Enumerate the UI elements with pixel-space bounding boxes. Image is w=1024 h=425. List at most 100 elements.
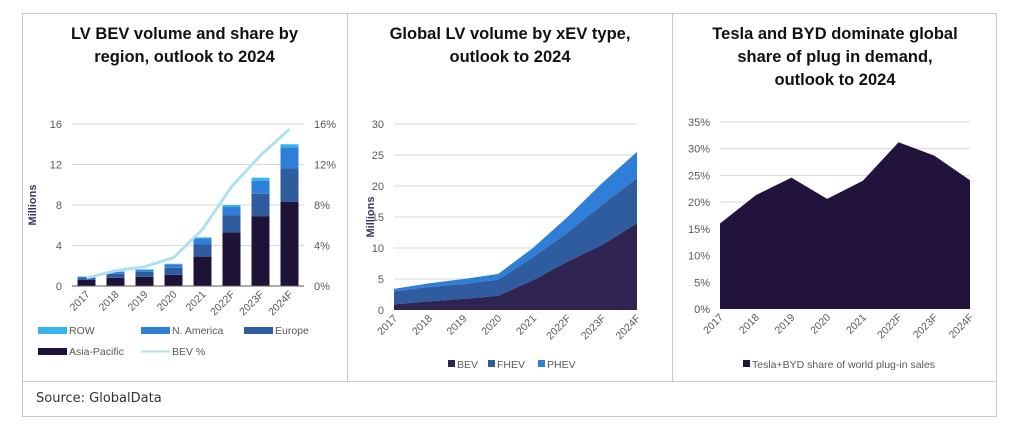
chart1-legend-swatch-n-america <box>141 327 170 334</box>
chart1-x-tick-label: 2020 <box>155 289 180 314</box>
chart1-bar-n-america <box>251 180 270 194</box>
chart3-y-tick-label: 30% <box>688 144 710 156</box>
chart2-y-tick-label: 5 <box>378 274 384 286</box>
chart1-y-tick-label: 0 <box>56 281 62 293</box>
chart2-area-fhev <box>394 177 637 305</box>
chart1-bar-europe <box>106 273 125 278</box>
chart1-y2-tick-label: 0% <box>314 281 330 293</box>
chart1-bar-row <box>251 177 270 181</box>
chart2-x-tick-label: 2021 <box>514 313 539 338</box>
panel-tesla-byd-share: Tesla and BYD dominate global share of p… <box>672 13 997 381</box>
chart3-svg: 0%5%10%15%20%25%30%35%2017 2018 2019 2020 20… <box>688 117 977 371</box>
chart1-x-tick-label: 2021 <box>184 289 209 314</box>
chart2-y-tick-label: 0 <box>378 305 384 317</box>
chart1-bar-asia-pacific <box>77 279 96 286</box>
chart1-bar-asia-pacific <box>280 201 299 286</box>
chart2-title-line-2: outlook to 2024 <box>449 48 571 66</box>
chart2-x-tick-label: 2020 <box>479 313 504 338</box>
chart3-x-tick-label: 2022F <box>875 312 905 342</box>
panel-bev-by-region: LV BEV volume and share by region, outlo… <box>22 13 347 381</box>
chart2-y-tick-label: 25 <box>372 150 384 162</box>
chart1-legend-swatch-asia-pacific <box>38 348 67 355</box>
chart3-y-tick-label: 15% <box>688 224 710 236</box>
chart2-y-tick-label: 15 <box>372 212 384 224</box>
chart1-title-line-2: region, outlook to 2024 <box>94 48 275 66</box>
chart3-y-tick-label: 10% <box>688 251 710 263</box>
chart1-bar-asia-pacific <box>106 277 125 286</box>
chart1-bar-europe <box>251 193 270 217</box>
chart1-title-line-1: LV BEV volume and share by <box>70 25 299 43</box>
chart3-x-tick-label: 2024F <box>947 312 977 342</box>
chart3-title: Tesla and BYD dominate global share of p… <box>673 23 997 92</box>
chart3-legend-label: Tesla+BYD share of world plug-in sales <box>752 359 935 371</box>
chart1-bar-row <box>164 263 183 265</box>
chart3-x-tick-label: 2021 <box>844 312 869 337</box>
chart3-title-line-3: outlook to 2024 <box>774 71 896 89</box>
chart1-x-tick-label: 2018 <box>97 289 122 314</box>
chart2-x-tick-label: 2022F <box>544 313 574 343</box>
chart1-y2-tick-label: 12% <box>314 160 336 172</box>
chart1-bar-row <box>193 237 212 239</box>
chart2-x-tick-label: 2023F <box>579 313 609 343</box>
chart1-y2-tick-label: 4% <box>314 241 330 253</box>
chart2-y-tick-label: 10 <box>372 243 384 255</box>
chart1-legend-label-asia-pacific: Asia-Pacific <box>69 346 124 358</box>
chart3-x-tick-label: 2018 <box>737 312 762 337</box>
chart3-y-tick-label: 5% <box>694 277 710 289</box>
chart2-legend-swatch-fhev <box>488 360 495 367</box>
chart3-y-tick-label: 20% <box>688 197 710 209</box>
chart3-y-tick-label: 25% <box>688 170 710 182</box>
chart1-bar-n-america <box>280 147 299 169</box>
chart1-bar-n-america <box>106 271 125 274</box>
chart1-bar-europe <box>164 267 183 275</box>
chart1-bar-n-america <box>193 238 212 245</box>
panel-xev-type: Global LV volume by xEV type, outlook to… <box>347 13 672 381</box>
chart1-x-tick-label: 2019 <box>126 289 151 314</box>
chart1-bar-europe <box>280 168 299 202</box>
chart1-x-tick-label: 2024F <box>266 289 296 319</box>
chart1-bar-n-america <box>222 207 241 216</box>
chart1-bar-row <box>135 269 154 270</box>
source-note: Source: GlobalData <box>36 391 162 406</box>
chart2-legend-label-bev: BEV <box>457 359 478 371</box>
chart3-title-line-1: Tesla and BYD dominate global <box>712 25 958 43</box>
chart2-y-tick-label: 30 <box>372 119 384 131</box>
chart1-bar-asia-pacific <box>135 276 154 286</box>
chart1-x-tick-label: 2022F <box>208 289 238 319</box>
chart2-legend-label-phev: PHEV <box>547 359 576 371</box>
chart2-legend-label-fhev: FHEV <box>497 359 525 371</box>
chart1-y-tick-label: 16 <box>50 119 62 131</box>
chart1-bar-n-america <box>135 269 154 272</box>
chart1-bar-europe <box>222 215 241 233</box>
chart1-x-tick-label: 2017 <box>68 289 93 314</box>
chart3-area-tesla-byd-share <box>720 142 970 309</box>
chart1-bar-row <box>280 144 299 148</box>
chart3-x-tick-label: 2019 <box>773 312 798 337</box>
chart3-legend-swatch <box>743 360 750 367</box>
chart1-legend-swatch-row <box>38 327 67 334</box>
source-row: Source: GlobalData <box>22 381 997 417</box>
chart1-y-tick-label: 12 <box>50 160 62 172</box>
chart2-legend-swatch-phev <box>538 360 545 367</box>
chart1-bar-asia-pacific <box>222 232 241 286</box>
chart2-y-axis-label: Millions <box>365 197 377 238</box>
chart1-bar-europe <box>135 271 154 277</box>
chart3-y-tick-label: 35% <box>688 117 710 129</box>
chart1-legend-label-bev-pct: BEV % <box>172 346 205 358</box>
chart1-bar-asia-pacific <box>164 274 183 286</box>
chart1-bar-europe <box>193 244 212 257</box>
chart1-title: LV BEV volume and share by region, outlo… <box>22 23 347 69</box>
chart1-y2-tick-label: 8% <box>314 200 330 212</box>
chart1-y-axis-label: Millions <box>27 185 39 226</box>
chart2-x-tick-label: 2019 <box>445 313 470 338</box>
chart1-y-tick-label: 4 <box>56 241 62 253</box>
chart1-bar-europe <box>77 277 96 280</box>
chart3-y-tick-label: 0% <box>694 304 710 316</box>
chart1-bar-row <box>222 205 241 208</box>
chart1-bar-asia-pacific <box>193 256 212 286</box>
chart2-area-phev <box>394 151 637 292</box>
chart1-legend-label-europe: Europe <box>275 325 309 337</box>
chart2-x-tick-label: 2018 <box>410 313 435 338</box>
